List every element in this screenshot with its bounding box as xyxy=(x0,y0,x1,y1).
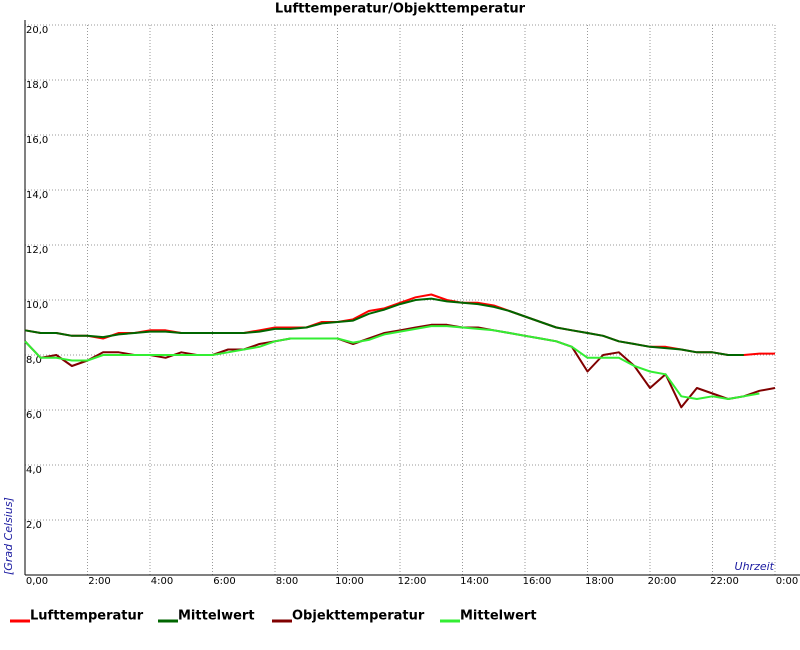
y-tick-label: 12,0 xyxy=(26,245,48,256)
x-tick-label: 22:00 xyxy=(710,576,739,587)
y-tick-label: 16,0 xyxy=(26,135,48,146)
x-tick-label: 16:00 xyxy=(523,576,552,587)
y-tick-label: 20,0 xyxy=(26,25,48,36)
y-tick-label: 4,0 xyxy=(26,465,42,476)
y-axis-label: [Grad Celsius] xyxy=(2,497,15,575)
x-tick-label: 12:00 xyxy=(398,576,427,587)
legend-label: Lufttemperatur xyxy=(30,609,144,624)
x-tick-label: 0:00 xyxy=(776,576,798,587)
x-axis-label: Uhrzeit xyxy=(735,560,775,573)
x-tick-label: 2:00 xyxy=(88,576,110,587)
chart-title: Lufttemperatur/Objekttemperatur xyxy=(275,2,526,17)
series-line xyxy=(24,325,760,400)
x-tick-label: 8:00 xyxy=(276,576,298,587)
x-tick-label: 6:00 xyxy=(213,576,235,587)
x-tick-label: 14:00 xyxy=(460,576,489,587)
x-tick-label: 10:00 xyxy=(335,576,364,587)
x-tick-label: 4:00 xyxy=(151,576,173,587)
x-tick-label: 20:00 xyxy=(648,576,677,587)
legend-label: Mittelwert xyxy=(178,609,255,624)
y-tick-label: 2,0 xyxy=(26,520,42,531)
x-tick-label: 18:00 xyxy=(585,576,614,587)
y-tick-label: 10,0 xyxy=(26,300,48,311)
series-line xyxy=(24,297,744,356)
y-tick-label: 6,0 xyxy=(26,410,42,421)
legend-label: Objekttemperatur xyxy=(292,609,425,624)
x-tick-label: 0,00 xyxy=(26,576,48,587)
legend-label: Mittelwert xyxy=(460,609,537,624)
y-tick-label: 14,0 xyxy=(26,190,48,201)
y-tick-label: 8,0 xyxy=(26,355,42,366)
y-tick-label: 18,0 xyxy=(26,80,48,91)
